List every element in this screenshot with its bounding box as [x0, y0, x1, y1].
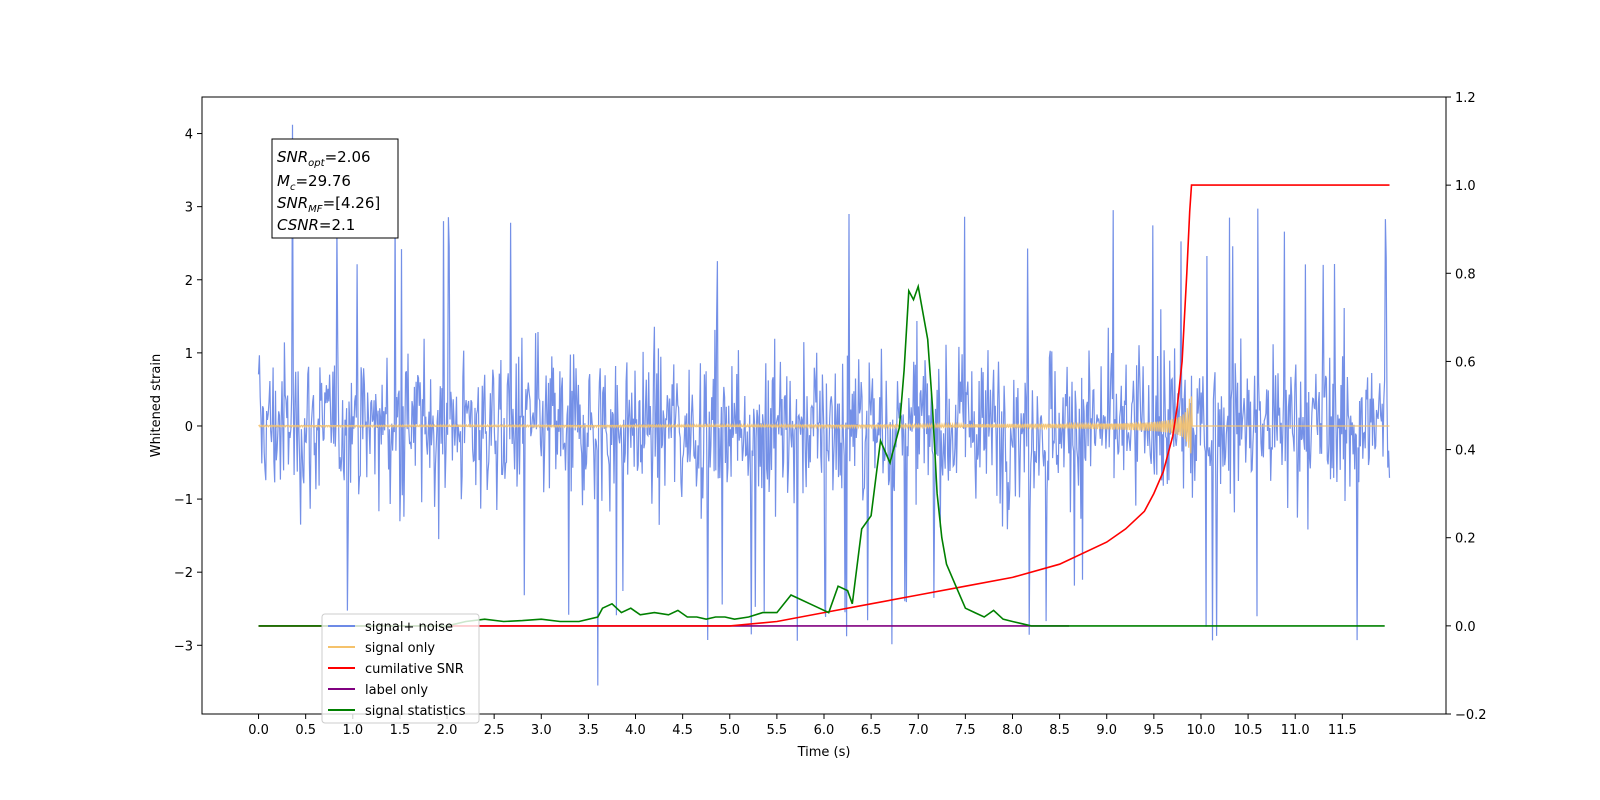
- x-tick-label: 11.0: [1281, 723, 1310, 738]
- y-axis-label: Whitened strain: [149, 354, 164, 457]
- x-tick-label: 1.0: [342, 723, 363, 738]
- x-tick-label: 2.0: [437, 723, 458, 738]
- y2-tick-label: 0.8: [1455, 267, 1476, 282]
- x-tick-label: 7.5: [955, 723, 976, 738]
- y-axis-left-ticks: 4 3 2 1 0 −1 −2 −3: [174, 128, 202, 654]
- y2-tick-label: −0.2: [1455, 708, 1487, 723]
- x-tick-label: 5.0: [719, 723, 740, 738]
- signal-noise-line: [257, 124, 1391, 686]
- legend-label: label only: [365, 683, 428, 698]
- x-tick-label: 4.5: [672, 723, 693, 738]
- x-tick-label: 0.0: [248, 723, 269, 738]
- x-tick-label: 9.5: [1144, 723, 1165, 738]
- annotation-snr-opt: SNRopt=2.06: [277, 148, 371, 169]
- y2-tick-label: 0.0: [1455, 620, 1476, 635]
- y-tick-label: 0: [185, 420, 193, 435]
- legend-label: signal statistics: [365, 704, 466, 719]
- legend: signal+ noise signal only cumilative SNR la…: [321, 613, 480, 724]
- x-tick-label: 8.5: [1049, 723, 1070, 738]
- annotation-csnr: CSNR=2.1: [277, 216, 355, 234]
- y-tick-label: 3: [185, 201, 193, 216]
- x-tick-label: 10.5: [1234, 723, 1263, 738]
- legend-frame: [321, 613, 480, 724]
- legend-label: signal+ noise: [365, 620, 453, 635]
- x-tick-label: 0.5: [295, 723, 316, 738]
- y-tick-label: 1: [185, 347, 193, 362]
- x-tick-label: 2.5: [484, 723, 505, 738]
- signal-only-line: [258, 396, 1390, 454]
- y-tick-label: −1: [174, 493, 193, 508]
- x-tick-label: 8.0: [1002, 723, 1023, 738]
- y2-tick-label: 0.6: [1455, 355, 1476, 370]
- x-tick-label: 3.5: [578, 723, 599, 738]
- y-tick-label: −2: [174, 566, 193, 581]
- cumilative-snr-line: [258, 184, 1390, 627]
- x-tick-label: 7.0: [908, 723, 929, 738]
- x-tick-label: 5.5: [767, 723, 788, 738]
- y2-tick-label: 1.0: [1455, 179, 1476, 194]
- y-tick-label: 2: [185, 274, 193, 289]
- x-tick-label: 6.5: [861, 723, 882, 738]
- x-tick-label: 3.0: [531, 723, 552, 738]
- y-tick-label: −3: [174, 639, 193, 654]
- legend-label: cumilative SNR: [365, 662, 464, 677]
- legend-label: signal only: [365, 641, 435, 656]
- annotation-snr-mf: SNRMF=[4.26]: [277, 194, 380, 215]
- x-tick-label: 11.5: [1328, 723, 1357, 738]
- y2-tick-label: 0.2: [1455, 532, 1476, 547]
- snr-annotation-box: SNRopt=2.06 Mc=29.76 SNRMF=[4.26] CSNR=2…: [271, 138, 399, 239]
- y2-tick-label: 0.4: [1455, 444, 1476, 459]
- x-axis-ticks: 0.0 0.5 1.0 1.5 2.0 2.5 3.0 3.5 4.0 4.5 5.0 5.5 6.0 6…: [248, 714, 1357, 738]
- signal-only-trace: [258, 396, 1390, 454]
- signal-noise-trace: [257, 124, 1391, 686]
- x-tick-label: 6.0: [814, 723, 835, 738]
- annotation-chirp-mass: Mc=29.76: [277, 172, 351, 193]
- x-tick-label: 9.0: [1096, 723, 1117, 738]
- x-tick-label: 4.0: [625, 723, 646, 738]
- x-axis-label: Time (s): [797, 745, 851, 760]
- x-tick-label: 1.5: [390, 723, 411, 738]
- annotation-box-frame: [271, 138, 399, 239]
- signal-statistics-line: [258, 283, 1385, 627]
- y-tick-label: 4: [185, 128, 193, 143]
- y-axis-right-ticks: 1.2 1.0 0.8 0.6 0.4 0.2 0.0 −0.2: [1446, 91, 1487, 723]
- y2-tick-label: 1.2: [1455, 91, 1476, 106]
- x-tick-label: 10.0: [1186, 723, 1215, 738]
